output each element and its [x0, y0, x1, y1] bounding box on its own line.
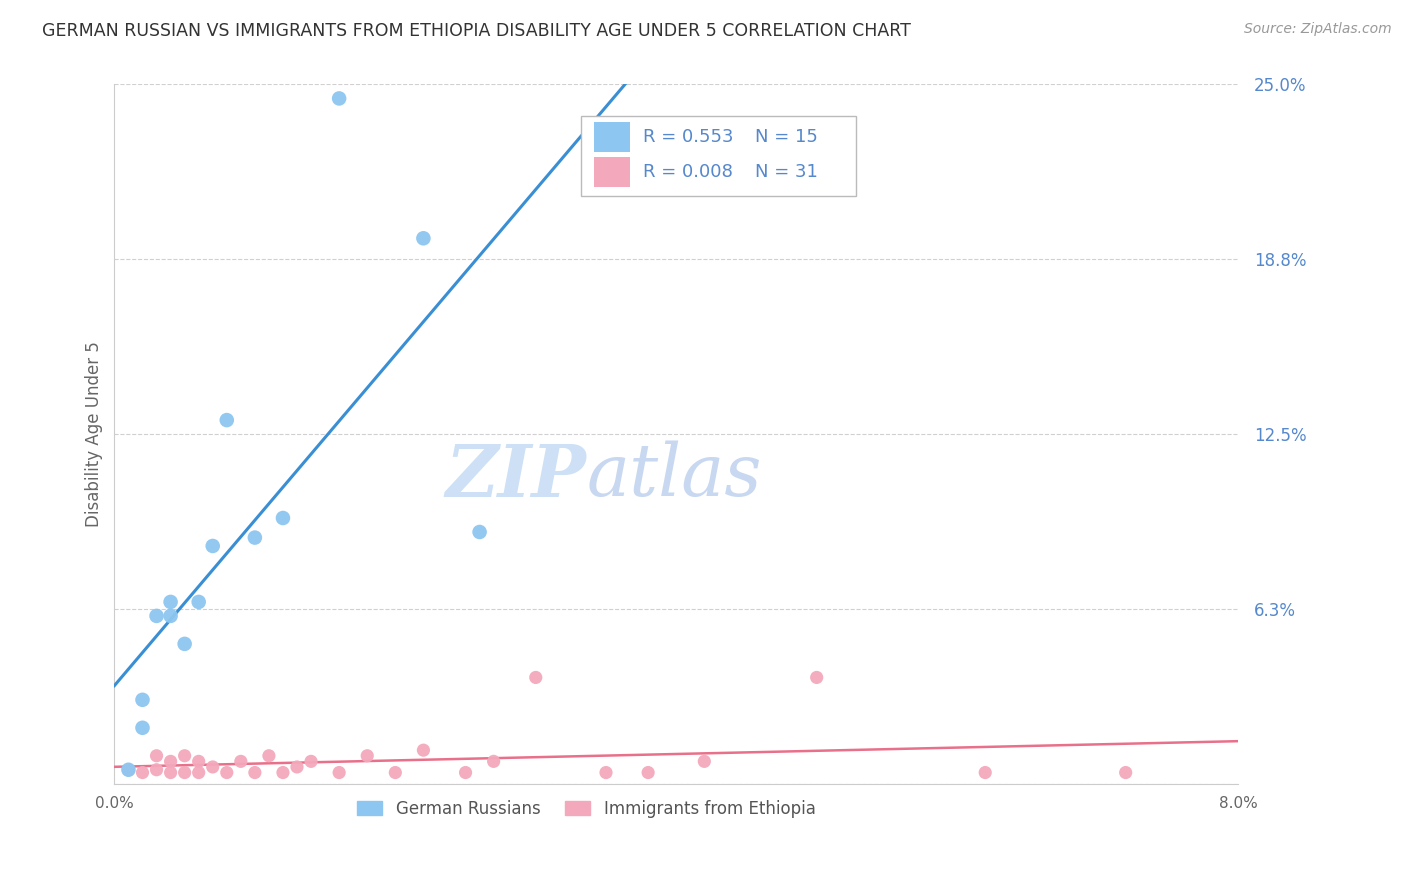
Point	[201, 539, 224, 553]
Point	[159, 765, 181, 780]
Point	[806, 670, 828, 684]
Point	[173, 748, 195, 763]
Point	[454, 765, 477, 780]
Point	[637, 765, 659, 780]
Point	[243, 765, 266, 780]
Text: N = 15: N = 15	[755, 128, 818, 146]
Point	[131, 721, 153, 735]
Point	[243, 531, 266, 545]
Text: R = 0.008: R = 0.008	[643, 163, 733, 181]
Point	[145, 608, 167, 623]
Point	[215, 413, 238, 427]
Point	[173, 637, 195, 651]
Text: GERMAN RUSSIAN VS IMMIGRANTS FROM ETHIOPIA DISABILITY AGE UNDER 5 CORRELATION CH: GERMAN RUSSIAN VS IMMIGRANTS FROM ETHIOP…	[42, 22, 911, 40]
Point	[145, 748, 167, 763]
Point	[159, 595, 181, 609]
Point	[482, 755, 505, 769]
Text: ZIP: ZIP	[446, 441, 586, 511]
Point	[187, 755, 209, 769]
Point	[412, 743, 434, 757]
Text: N = 31: N = 31	[755, 163, 818, 181]
Point	[1115, 765, 1137, 780]
Point	[524, 670, 547, 684]
Point	[384, 765, 406, 780]
Point	[229, 755, 252, 769]
Point	[187, 765, 209, 780]
Text: R = 0.553: R = 0.553	[643, 128, 733, 146]
Point	[356, 748, 378, 763]
Point	[131, 765, 153, 780]
Point	[145, 763, 167, 777]
Point	[328, 91, 350, 105]
Point	[117, 763, 139, 777]
Point	[271, 511, 294, 525]
Text: atlas: atlas	[586, 441, 762, 511]
Point	[187, 595, 209, 609]
Point	[271, 765, 294, 780]
Legend: German Russians, Immigrants from Ethiopia: German Russians, Immigrants from Ethiopi…	[350, 793, 823, 824]
Point	[412, 231, 434, 245]
Point	[257, 748, 280, 763]
Point	[595, 765, 617, 780]
FancyBboxPatch shape	[595, 157, 630, 186]
Point	[159, 608, 181, 623]
Point	[693, 755, 716, 769]
Point	[173, 765, 195, 780]
Point	[201, 760, 224, 774]
Point	[117, 763, 139, 777]
Point	[974, 765, 997, 780]
FancyBboxPatch shape	[581, 116, 856, 196]
Point	[131, 693, 153, 707]
Point	[285, 760, 308, 774]
Point	[215, 765, 238, 780]
Y-axis label: Disability Age Under 5: Disability Age Under 5	[86, 341, 103, 527]
Point	[159, 755, 181, 769]
Point	[299, 755, 322, 769]
Point	[468, 524, 491, 539]
FancyBboxPatch shape	[595, 122, 630, 152]
Text: Source: ZipAtlas.com: Source: ZipAtlas.com	[1244, 22, 1392, 37]
Point	[328, 765, 350, 780]
